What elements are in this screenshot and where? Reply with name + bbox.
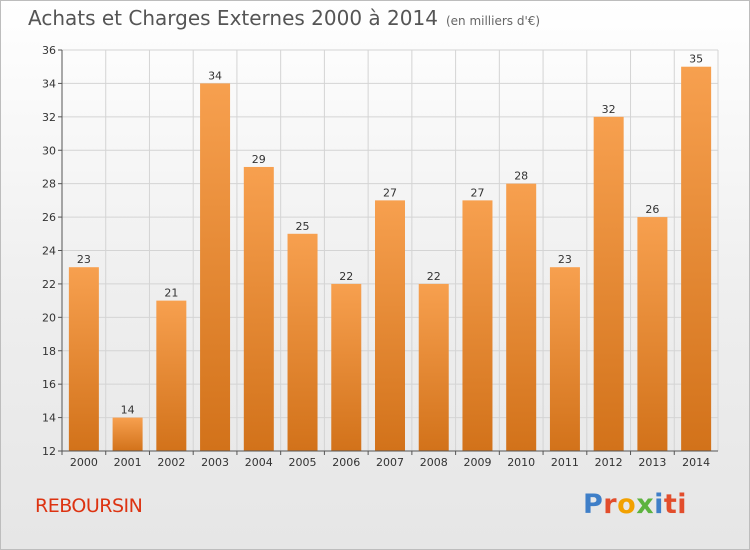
labels: 12 14 16 18 20 22 24 26 28 30 32 34 36 23 2000 14 2001 21… xyxy=(42,44,710,469)
y-tick-label: 14 xyxy=(42,412,56,425)
bar xyxy=(593,116,624,451)
bar xyxy=(506,183,537,451)
chart-unit: (en milliers d'€) xyxy=(445,14,541,28)
bar xyxy=(375,200,405,451)
brand-letter: o xyxy=(617,489,637,520)
bar xyxy=(462,200,493,451)
data-label: 28 xyxy=(514,170,528,183)
data-label: 22 xyxy=(427,270,441,283)
data-label: 23 xyxy=(77,253,91,266)
y-tick-label: 30 xyxy=(42,144,56,157)
data-label: 35 xyxy=(689,53,703,66)
brand-logo: Proxiti xyxy=(583,489,687,520)
y-tick-label: 20 xyxy=(42,311,56,324)
x-tick-label: 2000 xyxy=(70,456,98,469)
bar xyxy=(156,300,187,451)
x-tick-label: 2009 xyxy=(463,456,491,469)
data-label: 21 xyxy=(164,287,178,300)
y-tick-label: 32 xyxy=(42,111,56,124)
axes xyxy=(58,49,718,455)
data-label: 25 xyxy=(296,220,310,233)
brand-letter: r xyxy=(603,489,618,520)
bar xyxy=(68,267,99,451)
bar xyxy=(681,66,712,451)
x-tick-label: 2007 xyxy=(376,456,404,469)
chart-title: Achats et Charges Externes 2000 à 2014 (e… xyxy=(28,6,540,30)
brand-letter: x xyxy=(636,489,655,520)
x-tick-label: 2004 xyxy=(245,456,273,469)
brand-letter: i xyxy=(654,489,664,520)
chart-title-text: Achats et Charges Externes 2000 à 2014 xyxy=(28,6,438,30)
place-name: REBOURSIN xyxy=(35,495,143,517)
bar xyxy=(331,283,362,451)
bar xyxy=(200,83,231,452)
data-label: 29 xyxy=(252,153,266,166)
bar xyxy=(637,217,668,451)
y-tick-label: 28 xyxy=(42,178,56,191)
y-tick-label: 26 xyxy=(42,211,56,224)
y-tick-label: 12 xyxy=(42,445,56,458)
data-label: 14 xyxy=(121,404,135,417)
x-tick-label: 2001 xyxy=(114,456,142,469)
y-tick-label: 24 xyxy=(42,245,56,258)
data-label: 26 xyxy=(645,203,659,216)
data-label: 34 xyxy=(208,69,222,82)
y-tick-label: 34 xyxy=(42,77,56,90)
bar xyxy=(418,283,449,451)
x-tick-label: 2006 xyxy=(332,456,360,469)
x-tick-label: 2011 xyxy=(551,456,579,469)
x-tick-label: 2010 xyxy=(507,456,535,469)
x-tick-label: 2005 xyxy=(289,456,317,469)
bar xyxy=(549,267,580,451)
bar xyxy=(243,166,274,452)
x-tick-label: 2012 xyxy=(595,456,623,469)
x-tick-label: 2003 xyxy=(201,456,229,469)
y-tick-label: 18 xyxy=(42,345,56,358)
y-tick-label: 16 xyxy=(42,378,56,391)
x-tick-label: 2008 xyxy=(420,456,448,469)
y-tick-label: 22 xyxy=(42,278,56,291)
y-tick-label: 36 xyxy=(42,44,56,57)
brand-letter: ti xyxy=(663,489,688,520)
data-label: 27 xyxy=(383,186,397,199)
data-label: 32 xyxy=(602,103,616,116)
bar xyxy=(112,417,143,451)
bar xyxy=(287,233,318,451)
bars xyxy=(68,66,712,452)
brand-letter: P xyxy=(583,489,604,520)
data-label: 27 xyxy=(470,186,484,199)
x-tick-label: 2013 xyxy=(638,456,666,469)
x-tick-label: 2014 xyxy=(682,456,710,469)
x-tick-label: 2002 xyxy=(157,456,185,469)
data-label: 22 xyxy=(339,270,353,283)
data-label: 23 xyxy=(558,253,572,266)
